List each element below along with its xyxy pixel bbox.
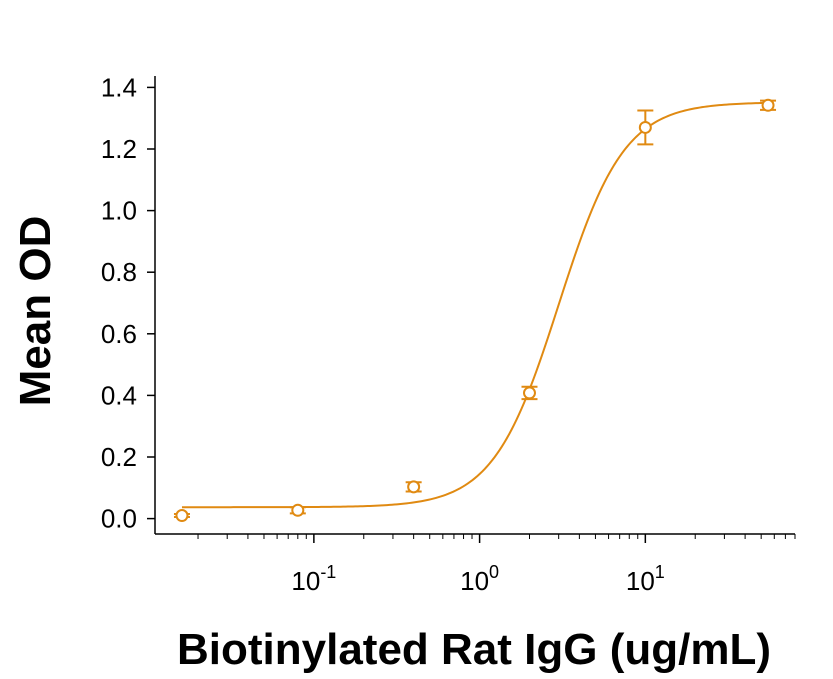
axes: 0.0 0.2 0.4 0.6 0.8 1.0 1.2 1.4 10-1 100 101 [101,72,796,596]
data-point-marker [175,509,189,523]
y-tick-label: 1.0 [101,196,137,226]
data-point [760,98,777,112]
data-point-marker [407,480,421,494]
data-point [289,503,306,517]
y-tick-label: 0.2 [101,442,137,472]
y-tick-label: 1.4 [101,72,137,102]
y-tick-label: 0.0 [101,504,137,534]
data-point-marker [291,503,305,517]
x-tick-label: 100 [460,562,499,596]
y-tick-label: 0.8 [101,257,137,287]
data-point [173,509,190,523]
data-points-layer [173,98,777,523]
data-point-marker [638,120,652,134]
y-tick-label: 0.6 [101,319,137,349]
data-point [521,385,538,401]
x-axis-title: Biotinylated Rat IgG (ug/mL) [177,625,771,674]
x-tick-label: 101 [626,562,665,596]
x-tick-label: 10-1 [291,562,336,596]
data-point [637,109,654,146]
y-tick-label: 1.2 [101,134,137,164]
data-point-marker [522,386,536,400]
y-axis-title: Mean OD [11,216,60,407]
y-tick-label: 0.4 [101,380,137,410]
data-point [405,480,422,494]
data-point-marker [761,98,775,112]
fit-curve-layer [181,101,769,509]
fit-curve [181,101,769,509]
